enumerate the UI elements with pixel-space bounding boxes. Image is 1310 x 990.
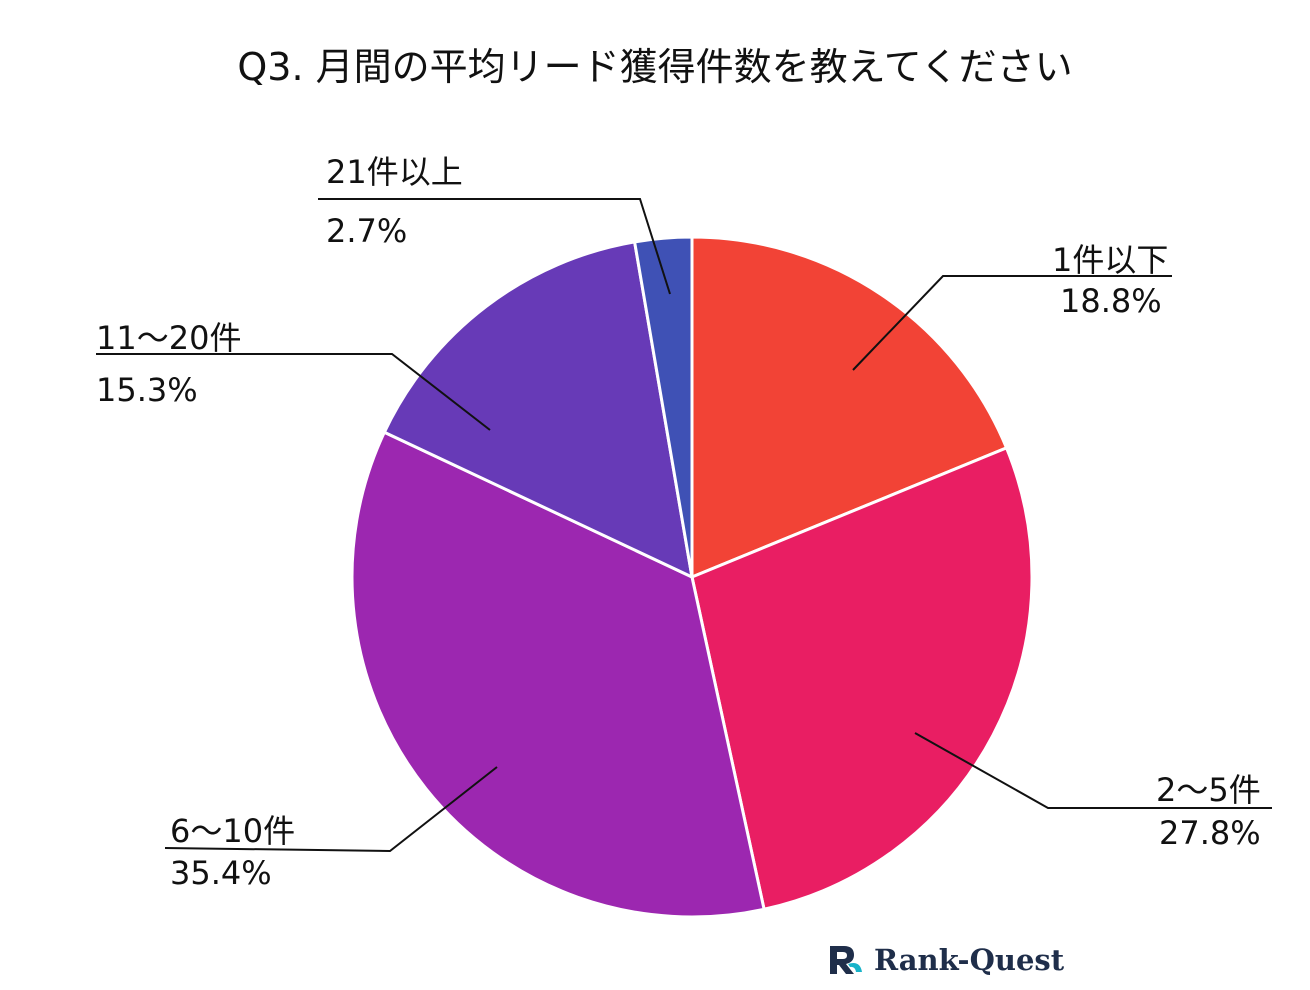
slice-6-to-10: [350, 430, 766, 919]
slice-21-or-more: [632, 235, 694, 578]
leader-line-3: [164, 766, 498, 853]
leader-line-2: [914, 732, 1272, 809]
slice-value-3: 35.4%: [170, 854, 272, 892]
slice-value-4: 15.3%: [96, 371, 198, 409]
slice-label-4: 11〜20件: [96, 319, 242, 357]
rank-quest-logo-icon: [830, 946, 862, 974]
chart-title: Q3. 月間の平均リード獲得件数を教えてください: [237, 45, 1073, 89]
leader-line-4: [96, 353, 491, 431]
slice-2-to-5: [690, 445, 1034, 912]
slice-11-to-20: [382, 240, 694, 580]
slice-value-1: 18.8%: [1060, 282, 1162, 320]
brand-name: Rank-Quest: [874, 943, 1065, 977]
slice-label-5: 21件以上: [326, 153, 463, 191]
leader-line-5: [318, 198, 671, 295]
slice-1-or-less: [690, 235, 1009, 580]
slice-label-3: 6〜10件: [170, 812, 296, 850]
leader-line-1: [852, 275, 1172, 371]
slice-label-2: 2〜5件: [1156, 771, 1261, 809]
slice-value-2: 27.8%: [1159, 814, 1261, 852]
brand-logo: Rank-Quest: [826, 940, 1064, 980]
slice-label-1: 1件以下: [1052, 241, 1169, 279]
slice-value-5: 2.7%: [326, 212, 408, 250]
